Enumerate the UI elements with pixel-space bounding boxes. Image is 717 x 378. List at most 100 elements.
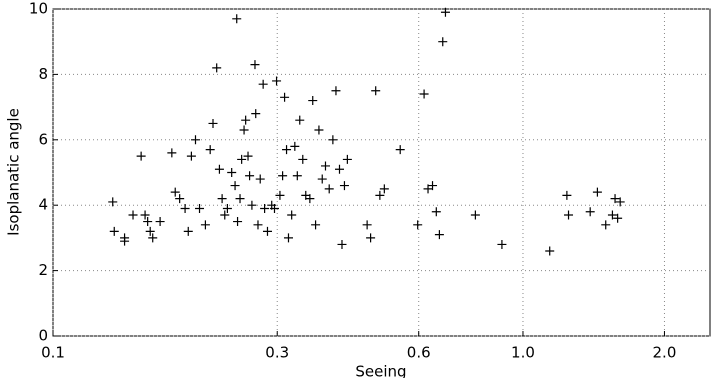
y-tick-label: 6 [38, 130, 48, 148]
point [175, 194, 185, 204]
plot-frame [52, 8, 711, 337]
point [324, 184, 334, 194]
point [237, 154, 247, 164]
point [143, 217, 153, 227]
y-tick-label: 10 [29, 0, 48, 18]
point [362, 220, 372, 230]
x-tick-label: 2.0 [653, 344, 677, 362]
point [250, 60, 260, 70]
point [282, 145, 292, 155]
point [243, 151, 253, 161]
point [260, 203, 270, 213]
y-tick-label: 4 [38, 196, 48, 214]
point [255, 174, 265, 184]
point [214, 164, 224, 174]
point [251, 109, 261, 119]
point [470, 210, 480, 220]
point [120, 236, 130, 246]
point [295, 115, 305, 125]
point [155, 217, 165, 227]
x-axis-label: Seeing [355, 363, 406, 378]
point [232, 14, 242, 24]
point [262, 226, 272, 236]
point [334, 164, 344, 174]
point [278, 171, 288, 181]
point [428, 181, 438, 191]
point [287, 210, 297, 220]
point [108, 197, 118, 207]
point [328, 135, 338, 145]
point [227, 168, 237, 177]
point [190, 135, 200, 145]
y-tick-label: 0 [38, 327, 48, 345]
point [342, 154, 352, 164]
x-tick-label: 0.1 [41, 344, 65, 362]
point [245, 171, 255, 181]
point [195, 203, 205, 213]
point [167, 148, 177, 158]
point [217, 194, 227, 204]
point [438, 37, 448, 47]
y-tick-label: 8 [38, 65, 48, 83]
point [320, 161, 330, 171]
point [395, 145, 405, 155]
point [247, 200, 257, 210]
x-tick-label: 1.0 [511, 344, 535, 362]
point [128, 210, 138, 220]
point [140, 210, 150, 220]
y-tick-label: 2 [38, 261, 48, 279]
point [337, 239, 347, 249]
point [275, 190, 285, 200]
point [419, 89, 429, 99]
point [311, 220, 321, 230]
point [233, 217, 243, 227]
point [317, 174, 327, 184]
point [222, 203, 232, 213]
point [298, 154, 308, 164]
x-tick-label: 0.6 [407, 344, 431, 362]
point [283, 233, 293, 243]
point [212, 63, 222, 73]
point [180, 203, 190, 213]
point [183, 226, 193, 236]
point [308, 96, 318, 106]
point [562, 190, 572, 200]
point [305, 194, 315, 204]
point [607, 210, 617, 220]
point [241, 115, 251, 125]
point [170, 187, 180, 197]
point [208, 118, 218, 128]
y-axis-label: Isoplanatic angle [5, 108, 23, 236]
point [239, 125, 249, 135]
point [292, 171, 302, 181]
point [431, 207, 441, 217]
point [413, 220, 423, 230]
point [145, 226, 155, 236]
point [601, 220, 611, 230]
point [148, 233, 158, 243]
point [371, 86, 381, 96]
point [339, 181, 349, 191]
point [186, 151, 196, 161]
point [269, 203, 279, 213]
point [235, 194, 245, 204]
point [615, 197, 625, 207]
x-tick-label: 0.3 [265, 344, 289, 362]
point [375, 190, 385, 200]
point [592, 187, 602, 197]
point [230, 181, 240, 191]
point [379, 184, 389, 194]
point [366, 233, 376, 243]
point [610, 194, 620, 204]
point [564, 210, 574, 220]
point [200, 220, 210, 230]
point [497, 239, 507, 249]
point [545, 246, 555, 256]
point [205, 145, 215, 155]
point [280, 92, 290, 102]
point [423, 184, 433, 194]
point [220, 210, 230, 220]
point [440, 7, 450, 17]
point [434, 230, 444, 240]
